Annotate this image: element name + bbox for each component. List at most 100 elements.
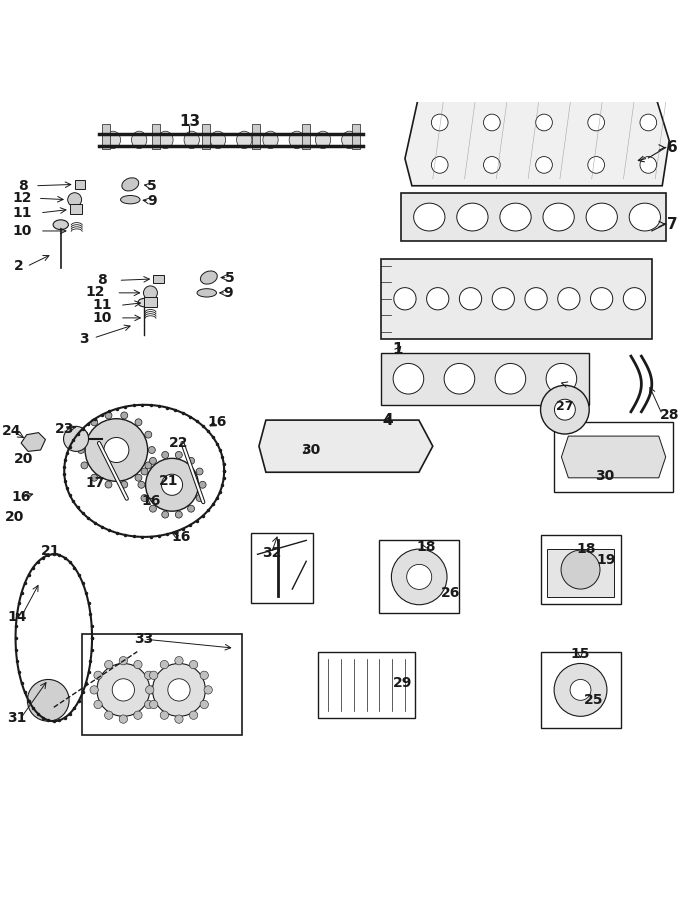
- Circle shape: [145, 431, 152, 438]
- Ellipse shape: [236, 131, 252, 149]
- Text: 14: 14: [7, 610, 26, 624]
- Circle shape: [570, 680, 591, 700]
- Circle shape: [153, 663, 206, 716]
- Circle shape: [162, 474, 183, 495]
- Circle shape: [119, 715, 128, 724]
- Text: 9: 9: [147, 194, 157, 208]
- Circle shape: [112, 679, 135, 701]
- Text: 9: 9: [223, 286, 232, 300]
- Circle shape: [162, 452, 169, 458]
- Circle shape: [444, 364, 475, 394]
- Circle shape: [105, 661, 113, 669]
- Circle shape: [138, 482, 145, 488]
- Circle shape: [148, 446, 155, 454]
- Circle shape: [94, 700, 102, 708]
- Ellipse shape: [201, 271, 217, 284]
- Polygon shape: [548, 549, 613, 598]
- Circle shape: [459, 288, 482, 310]
- Text: 31: 31: [7, 711, 26, 724]
- Text: 33: 33: [135, 632, 154, 646]
- Circle shape: [90, 686, 98, 694]
- Circle shape: [97, 663, 150, 716]
- Circle shape: [536, 157, 552, 173]
- Circle shape: [63, 427, 89, 452]
- Ellipse shape: [500, 203, 531, 231]
- Circle shape: [588, 157, 604, 173]
- Ellipse shape: [342, 131, 357, 149]
- Text: 1: 1: [392, 342, 404, 357]
- Bar: [318, 652, 415, 717]
- Circle shape: [134, 711, 142, 719]
- Circle shape: [168, 679, 190, 701]
- Circle shape: [135, 418, 142, 426]
- Bar: [144, 297, 157, 307]
- Circle shape: [144, 671, 153, 680]
- Circle shape: [588, 114, 604, 130]
- Circle shape: [536, 114, 552, 130]
- Circle shape: [162, 511, 169, 518]
- Circle shape: [175, 715, 183, 724]
- Circle shape: [149, 700, 158, 708]
- Ellipse shape: [184, 131, 199, 149]
- Text: 6: 6: [667, 140, 678, 155]
- Polygon shape: [21, 433, 45, 452]
- Circle shape: [492, 288, 514, 310]
- Circle shape: [623, 288, 645, 310]
- Circle shape: [394, 288, 416, 310]
- Text: 19: 19: [597, 553, 616, 567]
- Ellipse shape: [210, 131, 226, 149]
- Text: 24: 24: [2, 424, 22, 437]
- Circle shape: [431, 157, 448, 173]
- Ellipse shape: [122, 178, 139, 191]
- Text: 8: 8: [17, 179, 27, 193]
- Circle shape: [105, 482, 112, 488]
- Bar: [102, 124, 110, 148]
- Text: 25: 25: [584, 693, 604, 707]
- Circle shape: [640, 157, 657, 173]
- Circle shape: [121, 482, 128, 488]
- Circle shape: [392, 549, 447, 605]
- Text: 16: 16: [208, 415, 227, 429]
- Circle shape: [149, 505, 156, 512]
- Text: 7: 7: [667, 217, 678, 231]
- Text: 32: 32: [262, 546, 281, 560]
- Circle shape: [176, 511, 183, 518]
- Ellipse shape: [263, 131, 278, 149]
- Circle shape: [406, 564, 431, 590]
- Circle shape: [77, 446, 84, 454]
- Ellipse shape: [629, 203, 661, 231]
- Circle shape: [190, 711, 198, 719]
- Ellipse shape: [543, 203, 574, 231]
- Circle shape: [196, 495, 203, 501]
- Ellipse shape: [105, 131, 121, 149]
- Circle shape: [149, 671, 158, 680]
- Bar: [381, 259, 652, 338]
- Circle shape: [144, 700, 153, 708]
- Bar: [302, 124, 310, 148]
- Circle shape: [149, 457, 156, 464]
- Circle shape: [146, 458, 199, 511]
- Polygon shape: [561, 436, 666, 478]
- Bar: [554, 422, 673, 491]
- Circle shape: [81, 462, 88, 469]
- Bar: [541, 535, 620, 605]
- Circle shape: [561, 550, 600, 590]
- Bar: [252, 124, 260, 148]
- Circle shape: [160, 661, 169, 669]
- Text: 12: 12: [86, 285, 105, 299]
- Text: 29: 29: [393, 676, 413, 690]
- Circle shape: [484, 157, 500, 173]
- Circle shape: [119, 656, 128, 665]
- Circle shape: [187, 457, 194, 464]
- Circle shape: [27, 680, 69, 721]
- Circle shape: [176, 452, 183, 458]
- Circle shape: [144, 286, 158, 300]
- Text: 21: 21: [40, 544, 60, 558]
- Text: 5: 5: [147, 179, 157, 193]
- Circle shape: [91, 474, 98, 482]
- Text: 8: 8: [98, 274, 107, 287]
- Text: 22: 22: [169, 436, 189, 450]
- Circle shape: [135, 474, 142, 482]
- Text: 20: 20: [14, 452, 33, 466]
- Text: 16: 16: [11, 491, 31, 504]
